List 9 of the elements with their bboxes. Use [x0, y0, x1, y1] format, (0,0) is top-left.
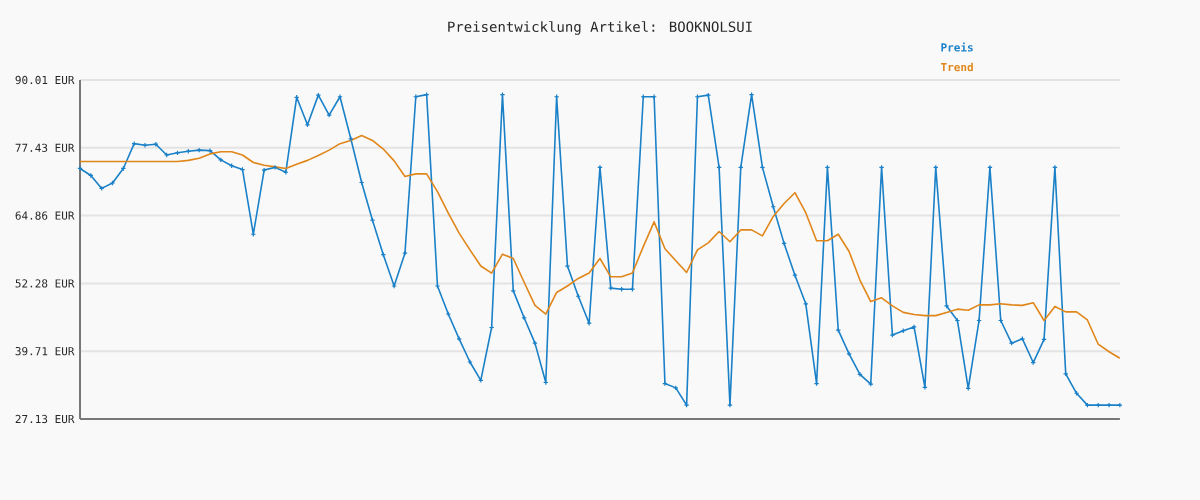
y-tick-label: 52.28 EUR [15, 279, 75, 288]
text: Preis [941, 42, 973, 52]
y-tick-label: 64.86 EUR [15, 211, 75, 220]
y-tick-label: 77.43 EUR [15, 143, 75, 152]
chart-title: Preisentwicklung Artikel: BOOKNOLSUI [448, 21, 752, 35]
y-tick-label: 90.01 EUR [15, 75, 75, 85]
text: Trend [941, 62, 973, 72]
y-tick-label: 27.13 EUR [15, 414, 75, 424]
y-tick-label: 39.71 EUR [15, 347, 75, 356]
